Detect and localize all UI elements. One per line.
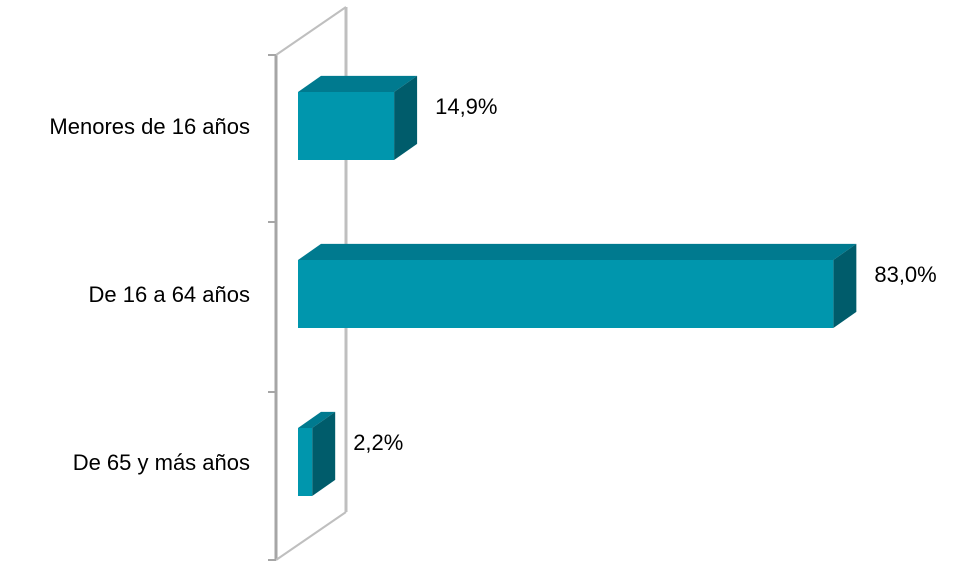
bar-front-face-1 xyxy=(298,260,834,328)
bars xyxy=(298,75,857,496)
category-label-menores-16: Menores de 16 años xyxy=(49,114,250,139)
axis-bottom-edge xyxy=(275,511,347,561)
bar-0 xyxy=(298,75,418,160)
value-label-menores-16: 14,9% xyxy=(435,94,497,119)
bar-top-face-1 xyxy=(298,243,857,260)
axis-ticks xyxy=(268,54,276,561)
bar-top-face-0 xyxy=(298,75,418,92)
value-label-16-64: 83,0% xyxy=(874,262,936,287)
category-label-16-64: De 16 a 64 años xyxy=(89,282,250,307)
value-label-65-mas: 2,2% xyxy=(353,430,403,455)
bar-side-face-1 xyxy=(833,243,857,328)
bar-2 xyxy=(298,411,336,496)
bar-1 xyxy=(298,243,857,328)
bar-side-face-0 xyxy=(394,75,418,160)
bar-side-face-2 xyxy=(312,411,336,496)
bar-front-face-0 xyxy=(298,92,395,160)
category-label-65-mas: De 65 y más años xyxy=(73,450,250,475)
bar-front-face-2 xyxy=(298,428,313,496)
axis-top-edge xyxy=(275,6,347,56)
bar-top-face-2 xyxy=(298,411,336,428)
